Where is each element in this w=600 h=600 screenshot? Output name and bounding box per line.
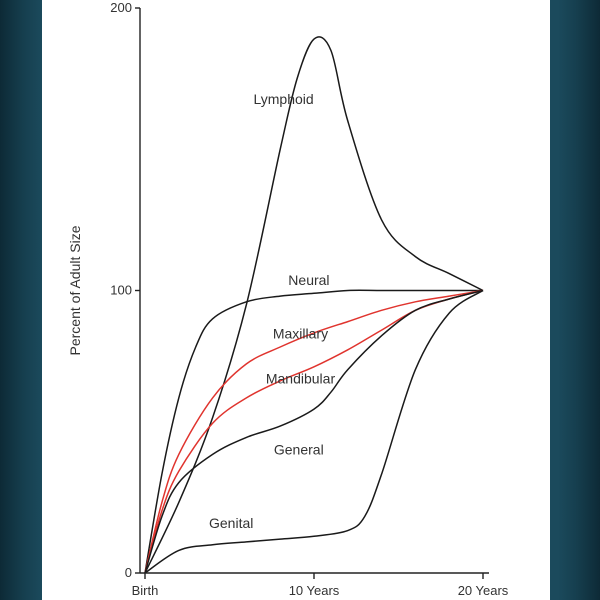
series-label-general: General (274, 441, 324, 457)
x-tick-label: Birth (132, 583, 159, 598)
series-label-neural: Neural (288, 272, 329, 288)
series-line-general (144, 289, 484, 574)
series-label-maxillary: Maxillary (273, 326, 328, 342)
y-tick-label: 200 (110, 0, 132, 15)
series-label-mandibular: Mandibular (266, 371, 336, 387)
series-line-neural (144, 289, 483, 574)
series-line-genital (144, 289, 484, 574)
y-tick-label: 0 (125, 565, 132, 580)
y-axis-title: Percent of Adult Size (67, 225, 83, 355)
series-label-lymphoid: Lymphoid (253, 91, 313, 107)
series-line-lymphoid (144, 36, 484, 574)
series-label-genital: Genital (209, 515, 253, 531)
x-tick-label: 10 Years (289, 583, 340, 598)
y-tick-label: 100 (110, 283, 132, 298)
x-tick-label: 20 Years (458, 583, 509, 598)
ticks-layer: 0 100 200 Birth 10 Years 20 Years (110, 0, 509, 598)
curves-layer (144, 36, 484, 574)
series-labels-layer: Lymphoid Neural Maxillary Mandibular General… (209, 91, 335, 531)
series-line-maxillary (144, 289, 484, 574)
